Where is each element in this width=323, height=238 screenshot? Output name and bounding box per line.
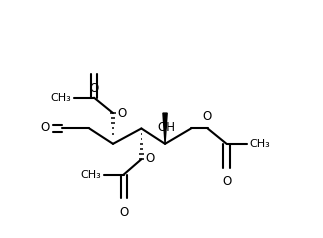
- Text: OH: OH: [157, 121, 175, 134]
- Text: O: O: [118, 107, 127, 120]
- Text: O: O: [119, 206, 128, 219]
- Text: O: O: [146, 152, 155, 164]
- Text: CH₃: CH₃: [50, 93, 71, 103]
- Text: O: O: [222, 175, 231, 188]
- Text: CH₃: CH₃: [80, 170, 101, 180]
- Text: CH₃: CH₃: [250, 139, 270, 149]
- Text: O: O: [89, 82, 99, 95]
- Polygon shape: [163, 113, 167, 144]
- Text: O: O: [203, 110, 212, 123]
- Text: O: O: [41, 121, 50, 134]
